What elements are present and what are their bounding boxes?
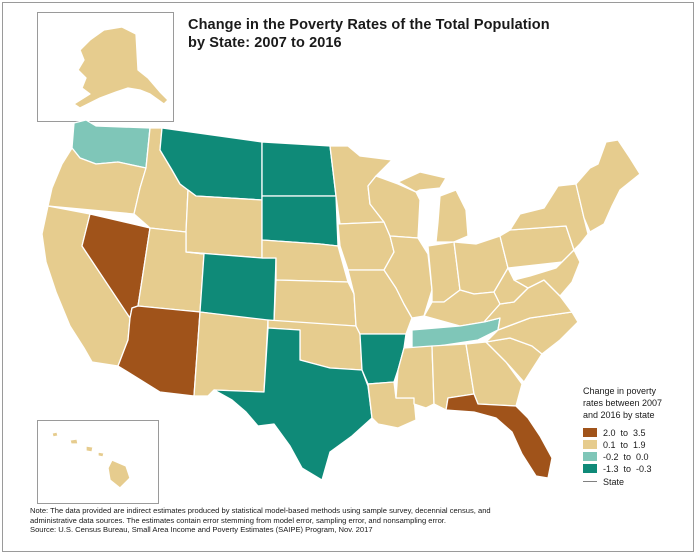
legend-title: Change in poverty rates between 2007 and…	[583, 385, 693, 421]
state-mid-atlantic	[513, 249, 581, 297]
state-kansas	[273, 279, 357, 327]
legend-swatch-4	[583, 464, 597, 473]
legend-swatch-2	[583, 440, 597, 449]
state-hawaii	[51, 431, 131, 489]
legend-item-state-boundary: State	[583, 476, 693, 487]
legend-item-2-0-to-3-5: 2.0 to 3.5	[583, 427, 693, 438]
legend-label-3: -0.2 to 0.0	[603, 451, 649, 462]
state-wyoming	[185, 189, 263, 259]
state-new-mexico	[193, 311, 269, 397]
legend-item-minus-0-2-to-0-0: -0.2 to 0.0	[583, 451, 693, 462]
state-north-dakota	[261, 141, 337, 197]
map-legend: Change in poverty rates between 2007 and…	[583, 385, 693, 488]
state-alaska	[73, 26, 169, 109]
legend-swatch-3	[583, 452, 597, 461]
legend-label-2: 0.1 to 1.9	[603, 439, 646, 450]
title-line-2: by State: 2007 to 2016	[188, 35, 342, 51]
state-illinois	[383, 235, 433, 319]
legend-item-minus-1-3-to-minus-0-3: -1.3 to -0.3	[583, 463, 693, 474]
state-texas	[213, 327, 373, 481]
title-line-1: Change in the Poverty Rates of the Total…	[188, 17, 550, 33]
state-arizona	[117, 305, 201, 397]
state-boundary-line-symbol	[583, 481, 597, 482]
footnote-line-2: administrative data sources. The estimat…	[30, 515, 447, 525]
state-iowa	[337, 221, 395, 271]
state-michigan	[397, 171, 469, 243]
footnote-line-1: Note: The data provided are indirect est…	[30, 506, 491, 515]
legend-title-line-2: rates between 2007	[583, 398, 663, 408]
state-florida	[445, 393, 553, 479]
state-louisiana	[367, 381, 417, 429]
footnote-line-3: Source: U.S. Census Bureau, Small Area I…	[30, 525, 373, 535]
legend-label-1: 2.0 to 3.5	[603, 427, 646, 438]
map-title: Change in the Poverty Rates of the Total…	[188, 16, 628, 52]
legend-title-line-1: Change in poverty	[583, 386, 657, 396]
state-arkansas	[359, 333, 407, 385]
legend-swatch-1	[583, 428, 597, 437]
legend-title-line-3: and 2016 by state	[583, 410, 655, 420]
legend-label-state: State	[603, 476, 625, 487]
legend-label-4: -1.3 to -0.3	[603, 463, 652, 474]
state-south-dakota	[261, 195, 339, 247]
legend-item-0-1-to-1-9: 0.1 to 1.9	[583, 439, 693, 450]
footnote: Note: The data provided are indirect est…	[30, 506, 680, 535]
state-new-england	[575, 139, 641, 233]
